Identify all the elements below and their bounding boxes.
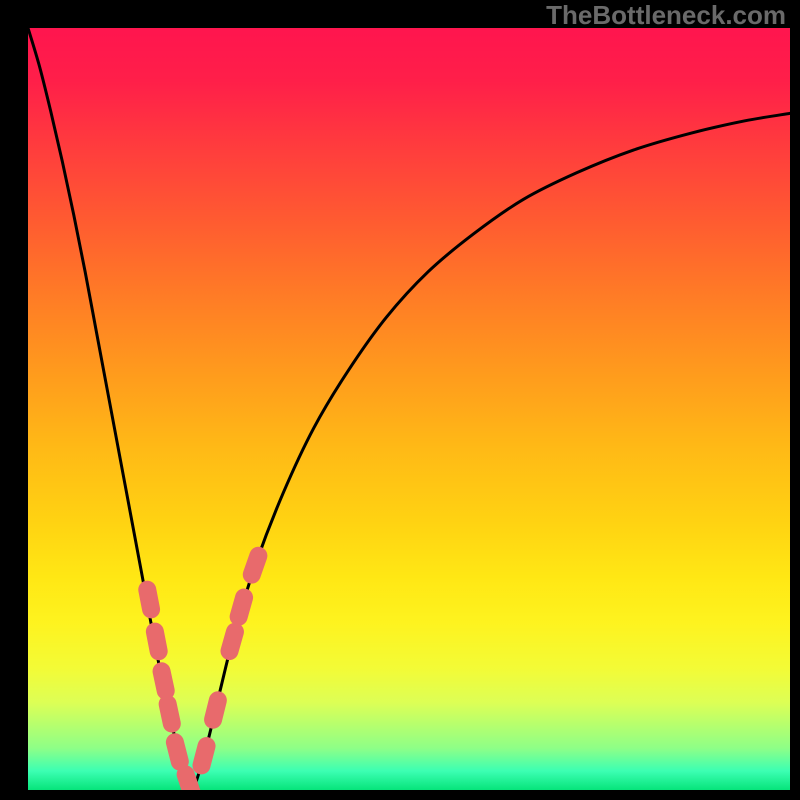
marker-capsule xyxy=(228,586,256,627)
marker-capsule xyxy=(240,544,270,586)
marker-capsule xyxy=(202,689,229,730)
marker-capsule xyxy=(218,621,246,662)
marker-capsule xyxy=(151,661,177,702)
marker-capsule xyxy=(144,621,169,662)
plot-area xyxy=(28,28,790,790)
marker-capsule xyxy=(137,579,162,620)
bottleneck-curve-svg xyxy=(28,28,790,790)
curve-path xyxy=(28,28,790,790)
marker-capsule xyxy=(157,693,183,734)
markers-left-branch xyxy=(137,579,204,790)
marker-capsule xyxy=(191,735,218,776)
markers-right-branch xyxy=(191,544,270,776)
watermark-text: TheBottleneck.com xyxy=(546,0,786,31)
